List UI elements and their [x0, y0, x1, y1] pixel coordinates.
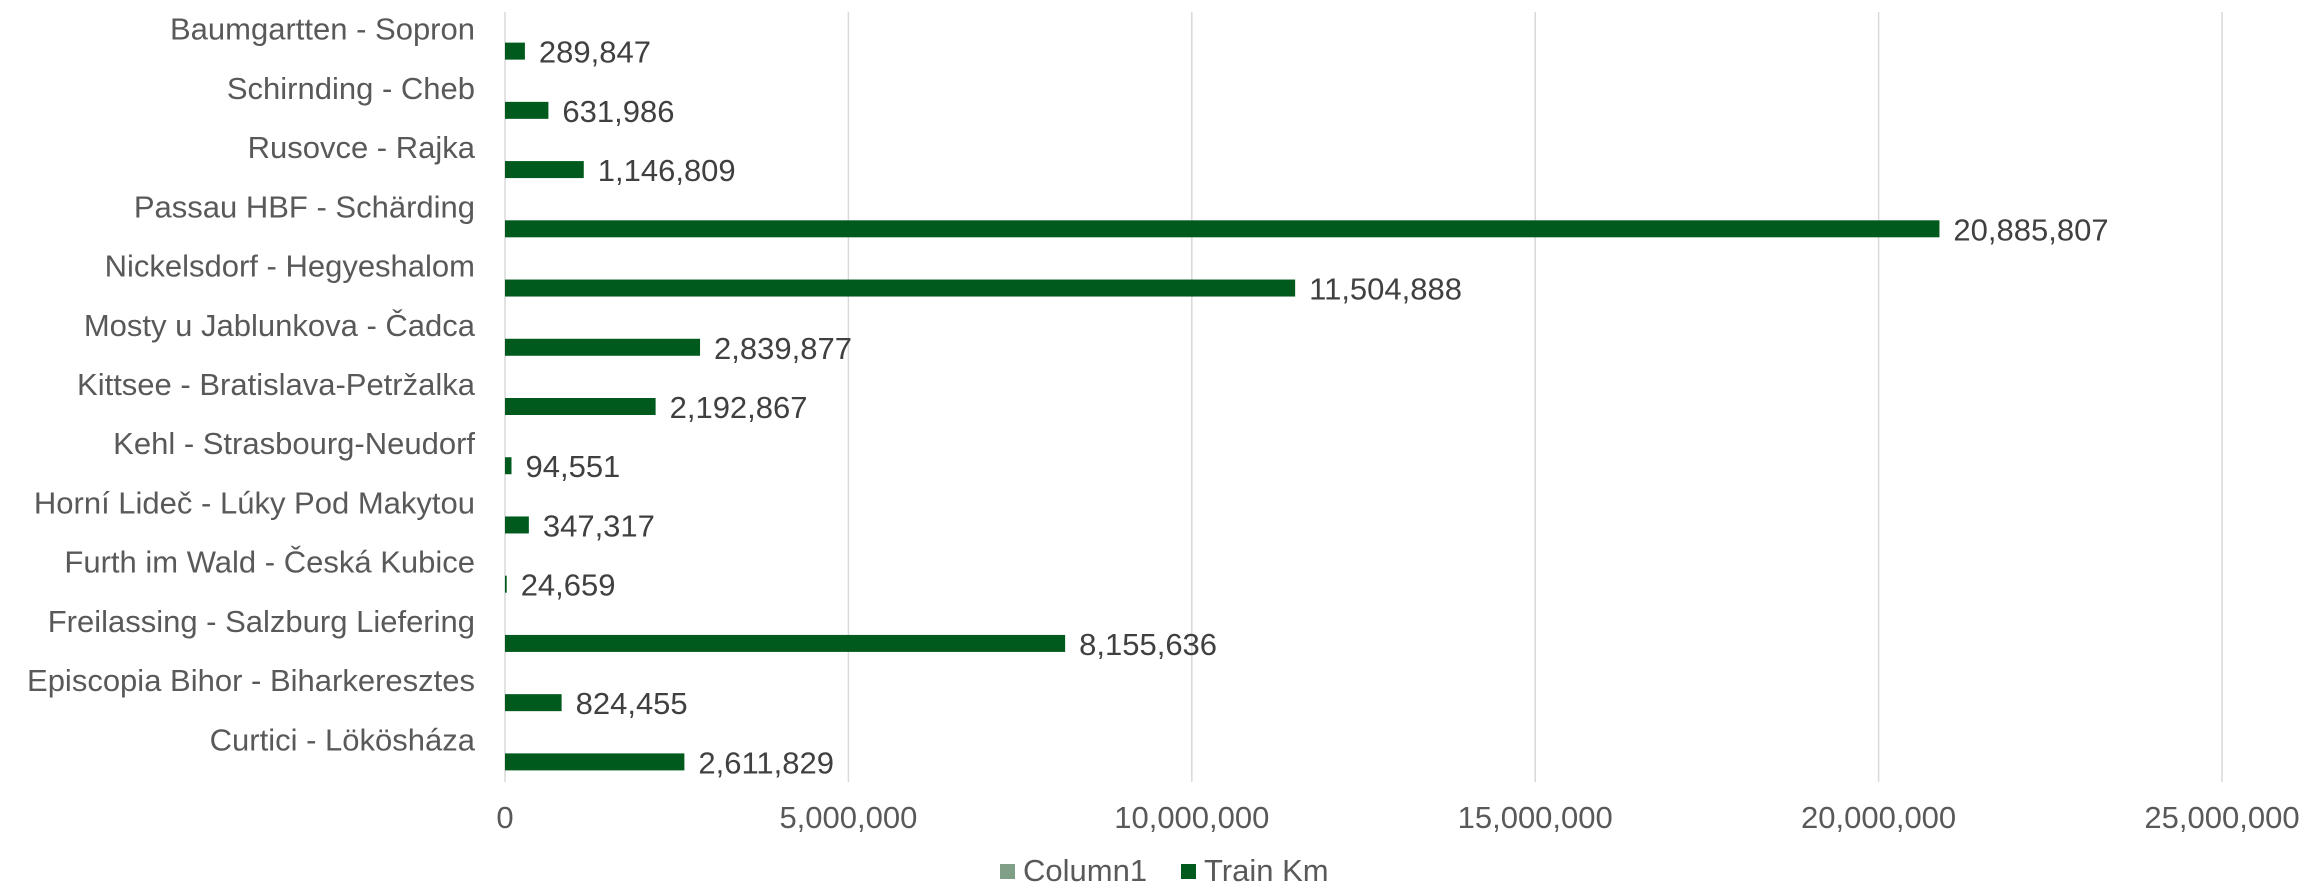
- category-label: Furth im Wald - Česká Kubice: [64, 545, 475, 580]
- data-labels: 289,847 631,986 1,146,809 20,885,807 11,504,…: [521, 35, 2109, 781]
- gridlines: [504, 12, 2223, 782]
- x-tick-label: 0: [496, 800, 513, 835]
- x-tick-label: 5,000,000: [779, 800, 917, 835]
- category-label: Horní Lideč - Lúky Pod Makytou: [34, 485, 475, 520]
- category-labels: Baumgartten - Sopron Schirnding - Cheb Rus…: [27, 12, 476, 758]
- category-label: Passau HBF - Schärding: [134, 189, 475, 224]
- data-label: 20,885,807: [1953, 212, 2108, 247]
- bars: [505, 42, 1940, 771]
- bar-train-km: [505, 398, 656, 415]
- data-label: 631,986: [562, 94, 674, 129]
- data-label: 94,551: [525, 449, 620, 484]
- x-tick-label: 10,000,000: [1114, 800, 1269, 835]
- category-label: Schirnding - Cheb: [227, 71, 475, 106]
- category-label: Baumgartten - Sopron: [170, 12, 475, 47]
- data-label: 11,504,888: [1309, 272, 1462, 307]
- category-label: Curtici - Lökösháza: [210, 722, 476, 757]
- bar-train-km: [505, 575, 507, 593]
- bar-train-km: [505, 634, 1066, 652]
- category-label: Rusovce - Rajka: [248, 130, 476, 165]
- bar-train-km: [505, 279, 1296, 297]
- bar-train-km: [505, 220, 1940, 238]
- data-label: 347,317: [543, 508, 655, 543]
- legend-label: Train Km: [1204, 853, 1329, 883]
- bar-train-km: [505, 753, 685, 771]
- bar-train-km: [505, 42, 525, 60]
- legend-label: Column1: [1023, 853, 1147, 883]
- category-label: Kittsee - Bratislava-Petržalka: [77, 367, 476, 402]
- data-label: 8,155,636: [1079, 627, 1217, 662]
- category-label: Freilassing - Salzburg Liefering: [48, 604, 475, 639]
- data-label: 2,839,877: [714, 331, 852, 366]
- data-label: 24,659: [521, 568, 616, 603]
- data-label: 824,455: [576, 686, 688, 721]
- bar-train-km: [505, 338, 701, 356]
- legend-swatch: [1000, 864, 1015, 879]
- legend-swatch: [1181, 864, 1196, 879]
- bar-train-km: [505, 457, 512, 475]
- data-label: 2,611,829: [698, 745, 834, 780]
- bar-train-km: [505, 694, 562, 712]
- category-label: Nickelsdorf - Hegyeshalom: [105, 249, 475, 284]
- bar-train-km: [505, 161, 584, 179]
- x-tick-label: 25,000,000: [2144, 800, 2299, 835]
- data-label: 289,847: [539, 35, 651, 70]
- legend: Column1 Train Km: [1000, 853, 1329, 883]
- data-label: 1,146,809: [598, 153, 736, 188]
- x-axis-tick-labels: 0 5,000,000 10,000,000 15,000,000 20,000,000…: [496, 800, 2299, 835]
- category-label: Kehl - Strasbourg-Neudorf: [113, 426, 475, 461]
- category-label: Mosty u Jablunkova - Čadca: [84, 308, 476, 343]
- x-tick-label: 15,000,000: [1458, 800, 1613, 835]
- data-label: 2,192,867: [670, 390, 808, 425]
- x-tick-label: 20,000,000: [1801, 800, 1956, 835]
- bar-train-km: [505, 516, 529, 534]
- bar-train-km: [505, 101, 549, 119]
- category-label: Episcopia Bihor - Biharkeresztes: [27, 663, 475, 698]
